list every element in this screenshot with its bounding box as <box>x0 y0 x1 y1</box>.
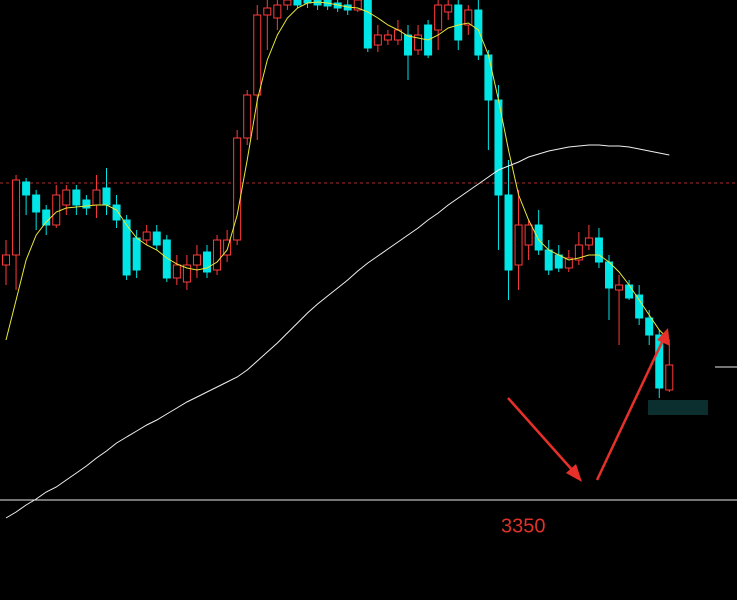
candle-body <box>504 194 513 271</box>
candle-body <box>564 257 573 269</box>
candle-body <box>22 181 31 196</box>
candle-body <box>544 249 553 271</box>
candle-body <box>474 9 483 56</box>
arrow-down <box>507 397 575 473</box>
candle-body <box>102 187 111 206</box>
moving-average-line <box>5 144 670 519</box>
candle-body <box>142 231 151 241</box>
candle-body <box>203 251 211 273</box>
candle-body <box>192 254 201 266</box>
candle-body <box>363 0 372 49</box>
candle-body <box>414 34 423 51</box>
candle-body <box>625 284 634 299</box>
candle-body <box>383 34 392 41</box>
arrow-head <box>566 464 582 482</box>
candle-body <box>293 0 302 6</box>
moving-average-line <box>5 1 670 341</box>
candle-body <box>243 94 252 139</box>
candle-body <box>434 4 443 31</box>
candle-body <box>283 0 292 6</box>
candle-body <box>2 254 10 266</box>
candle-body <box>454 4 463 41</box>
candle-body <box>42 209 51 226</box>
candle-body <box>233 137 242 241</box>
candle-body <box>444 4 453 13</box>
candle-body <box>112 204 121 221</box>
candle-body <box>594 237 603 263</box>
candle-body <box>373 34 382 46</box>
reference-label: 3350 <box>501 515 546 537</box>
candle-body <box>514 224 523 266</box>
candle-body <box>484 54 493 101</box>
candle-body <box>655 334 664 389</box>
candle-body <box>152 231 161 246</box>
candle-body <box>72 189 81 206</box>
candle-body <box>253 14 262 96</box>
candle-body <box>122 219 131 276</box>
candle-body <box>645 317 654 336</box>
candle-body <box>635 294 644 319</box>
candle-body <box>62 189 71 206</box>
candle-body <box>92 189 101 206</box>
candle-body <box>223 239 232 256</box>
arrows <box>507 328 670 482</box>
candle-body <box>534 224 543 251</box>
candle-body <box>32 194 41 213</box>
candle-body <box>172 264 181 279</box>
candle-body <box>162 239 171 279</box>
blurred-label <box>648 400 708 415</box>
candle-body <box>263 7 272 16</box>
candle-body <box>213 239 222 271</box>
candle-body <box>404 34 412 56</box>
candle-body <box>273 4 282 19</box>
candle-body <box>605 261 613 289</box>
candle-body <box>52 194 61 226</box>
candle-body <box>524 224 533 246</box>
candle-body <box>574 244 583 261</box>
candle-body <box>12 179 21 256</box>
arrow-head <box>657 328 670 346</box>
arrow-up <box>595 339 665 481</box>
candle-body <box>464 9 473 26</box>
candle-body <box>132 237 141 271</box>
candle-body <box>554 254 563 269</box>
candle-body <box>82 199 91 209</box>
candle-body <box>665 364 674 391</box>
candle-body <box>584 237 593 246</box>
candle-body <box>353 0 362 11</box>
candle-body <box>615 284 624 291</box>
candle-body <box>182 264 191 283</box>
plot-area <box>0 0 737 519</box>
